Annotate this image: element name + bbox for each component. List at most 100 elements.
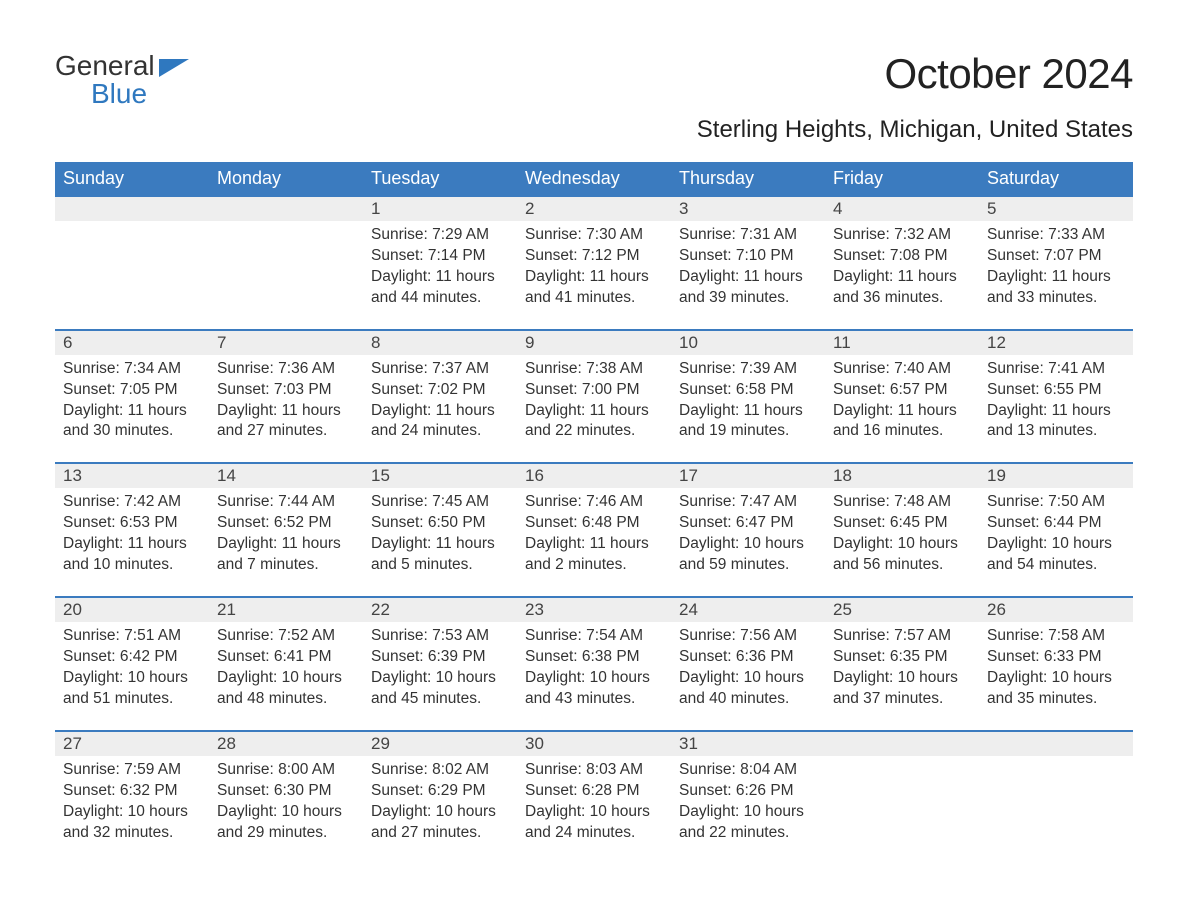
- col-saturday: Saturday: [979, 162, 1133, 196]
- day-number: 29: [363, 731, 517, 756]
- sunrise-line: Sunrise: 7:40 AM: [833, 359, 971, 380]
- sunset-line: Sunset: 6:47 PM: [679, 513, 817, 534]
- empty-daynum: [979, 731, 1133, 756]
- day-cell: Sunrise: 8:00 AMSunset: 6:30 PMDaylight:…: [209, 756, 363, 864]
- daylight-line: Daylight: 11 hours and 27 minutes.: [217, 401, 355, 443]
- day-cell: Sunrise: 7:32 AMSunset: 7:08 PMDaylight:…: [825, 221, 979, 330]
- day-number: 14: [209, 463, 363, 488]
- day-number: 10: [671, 330, 825, 355]
- sunset-line: Sunset: 6:36 PM: [679, 647, 817, 668]
- header: General Blue October 2024 Sterling Heigh…: [55, 50, 1133, 154]
- day-cell: Sunrise: 7:45 AMSunset: 6:50 PMDaylight:…: [363, 488, 517, 597]
- daynum-row: 12345: [55, 196, 1133, 221]
- daylight-line: Daylight: 10 hours and 54 minutes.: [987, 534, 1125, 576]
- col-friday: Friday: [825, 162, 979, 196]
- day-cell: Sunrise: 7:56 AMSunset: 6:36 PMDaylight:…: [671, 622, 825, 731]
- daylight-line: Daylight: 10 hours and 48 minutes.: [217, 668, 355, 710]
- day-cell: Sunrise: 7:40 AMSunset: 6:57 PMDaylight:…: [825, 355, 979, 464]
- daylight-line: Daylight: 10 hours and 37 minutes.: [833, 668, 971, 710]
- day-number: 7: [209, 330, 363, 355]
- sunset-line: Sunset: 7:12 PM: [525, 246, 663, 267]
- sunset-line: Sunset: 6:42 PM: [63, 647, 201, 668]
- empty-cell: [979, 756, 1133, 864]
- sunset-line: Sunset: 6:29 PM: [371, 781, 509, 802]
- sunset-line: Sunset: 7:10 PM: [679, 246, 817, 267]
- day-cell: Sunrise: 8:04 AMSunset: 6:26 PMDaylight:…: [671, 756, 825, 864]
- content-row: Sunrise: 7:29 AMSunset: 7:14 PMDaylight:…: [55, 221, 1133, 330]
- sunset-line: Sunset: 6:39 PM: [371, 647, 509, 668]
- sunrise-line: Sunrise: 7:32 AM: [833, 225, 971, 246]
- empty-cell: [825, 756, 979, 864]
- day-number: 17: [671, 463, 825, 488]
- day-cell: Sunrise: 7:33 AMSunset: 7:07 PMDaylight:…: [979, 221, 1133, 330]
- flag-icon: [159, 57, 189, 84]
- sunset-line: Sunset: 6:58 PM: [679, 380, 817, 401]
- sunset-line: Sunset: 6:28 PM: [525, 781, 663, 802]
- day-number: 21: [209, 597, 363, 622]
- sunset-line: Sunset: 6:33 PM: [987, 647, 1125, 668]
- sunrise-line: Sunrise: 7:48 AM: [833, 492, 971, 513]
- month-title: October 2024: [697, 50, 1133, 98]
- daylight-line: Daylight: 11 hours and 36 minutes.: [833, 267, 971, 309]
- sunrise-line: Sunrise: 7:36 AM: [217, 359, 355, 380]
- day-number: 12: [979, 330, 1133, 355]
- day-cell: Sunrise: 7:48 AMSunset: 6:45 PMDaylight:…: [825, 488, 979, 597]
- daylight-line: Daylight: 10 hours and 32 minutes.: [63, 802, 201, 844]
- day-cell: Sunrise: 7:54 AMSunset: 6:38 PMDaylight:…: [517, 622, 671, 731]
- sunrise-line: Sunrise: 7:37 AM: [371, 359, 509, 380]
- daylight-line: Daylight: 11 hours and 16 minutes.: [833, 401, 971, 443]
- daylight-line: Daylight: 10 hours and 56 minutes.: [833, 534, 971, 576]
- day-cell: Sunrise: 7:44 AMSunset: 6:52 PMDaylight:…: [209, 488, 363, 597]
- empty-daynum: [55, 196, 209, 221]
- day-number: 25: [825, 597, 979, 622]
- sunset-line: Sunset: 6:50 PM: [371, 513, 509, 534]
- daylight-line: Daylight: 11 hours and 24 minutes.: [371, 401, 509, 443]
- daylight-line: Daylight: 11 hours and 19 minutes.: [679, 401, 817, 443]
- daylight-line: Daylight: 11 hours and 39 minutes.: [679, 267, 817, 309]
- day-cell: Sunrise: 7:38 AMSunset: 7:00 PMDaylight:…: [517, 355, 671, 464]
- sunrise-line: Sunrise: 7:34 AM: [63, 359, 201, 380]
- day-number: 8: [363, 330, 517, 355]
- sunrise-line: Sunrise: 7:46 AM: [525, 492, 663, 513]
- sunset-line: Sunset: 6:41 PM: [217, 647, 355, 668]
- location: Sterling Heights, Michigan, United State…: [697, 116, 1133, 144]
- sunset-line: Sunset: 7:08 PM: [833, 246, 971, 267]
- empty-cell: [209, 221, 363, 330]
- daylight-line: Daylight: 11 hours and 44 minutes.: [371, 267, 509, 309]
- daylight-line: Daylight: 11 hours and 10 minutes.: [63, 534, 201, 576]
- title-block: October 2024 Sterling Heights, Michigan,…: [697, 50, 1133, 154]
- day-cell: Sunrise: 7:50 AMSunset: 6:44 PMDaylight:…: [979, 488, 1133, 597]
- daylight-line: Daylight: 10 hours and 27 minutes.: [371, 802, 509, 844]
- sunset-line: Sunset: 6:44 PM: [987, 513, 1125, 534]
- sunset-line: Sunset: 6:38 PM: [525, 647, 663, 668]
- day-cell: Sunrise: 7:37 AMSunset: 7:02 PMDaylight:…: [363, 355, 517, 464]
- daylight-line: Daylight: 10 hours and 59 minutes.: [679, 534, 817, 576]
- day-number: 15: [363, 463, 517, 488]
- sunrise-line: Sunrise: 7:58 AM: [987, 626, 1125, 647]
- day-number: 16: [517, 463, 671, 488]
- daylight-line: Daylight: 11 hours and 41 minutes.: [525, 267, 663, 309]
- empty-daynum: [825, 731, 979, 756]
- daylight-line: Daylight: 10 hours and 24 minutes.: [525, 802, 663, 844]
- day-number: 4: [825, 196, 979, 221]
- day-number: 24: [671, 597, 825, 622]
- daynum-row: 6789101112: [55, 330, 1133, 355]
- sunrise-line: Sunrise: 7:31 AM: [679, 225, 817, 246]
- day-cell: Sunrise: 7:42 AMSunset: 6:53 PMDaylight:…: [55, 488, 209, 597]
- empty-cell: [55, 221, 209, 330]
- daylight-line: Daylight: 11 hours and 22 minutes.: [525, 401, 663, 443]
- sunrise-line: Sunrise: 8:02 AM: [371, 760, 509, 781]
- day-cell: Sunrise: 7:58 AMSunset: 6:33 PMDaylight:…: [979, 622, 1133, 731]
- sunrise-line: Sunrise: 7:38 AM: [525, 359, 663, 380]
- day-number: 9: [517, 330, 671, 355]
- sunset-line: Sunset: 6:55 PM: [987, 380, 1125, 401]
- day-cell: Sunrise: 7:34 AMSunset: 7:05 PMDaylight:…: [55, 355, 209, 464]
- sunrise-line: Sunrise: 7:57 AM: [833, 626, 971, 647]
- sunset-line: Sunset: 6:45 PM: [833, 513, 971, 534]
- weekday-header-row: Sunday Monday Tuesday Wednesday Thursday…: [55, 162, 1133, 196]
- day-number: 3: [671, 196, 825, 221]
- sunrise-line: Sunrise: 7:59 AM: [63, 760, 201, 781]
- day-cell: Sunrise: 7:46 AMSunset: 6:48 PMDaylight:…: [517, 488, 671, 597]
- empty-daynum: [209, 196, 363, 221]
- sunset-line: Sunset: 6:26 PM: [679, 781, 817, 802]
